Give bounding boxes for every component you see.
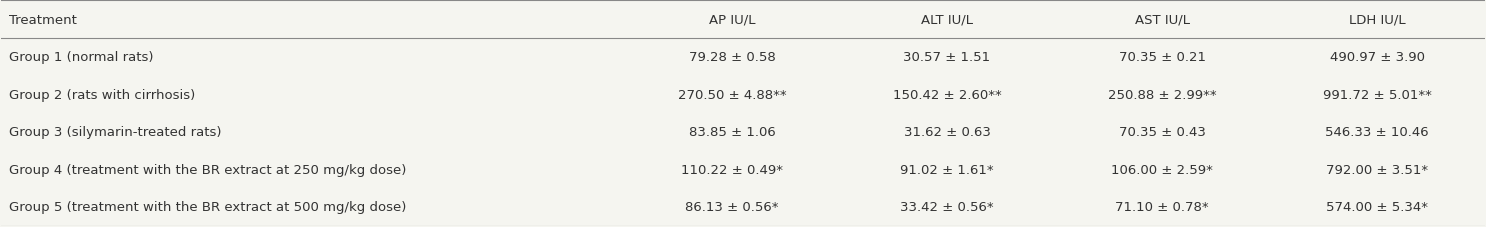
Text: 490.97 ± 3.90: 490.97 ± 3.90 bbox=[1330, 51, 1425, 64]
Text: Treatment: Treatment bbox=[9, 14, 77, 27]
Text: 70.35 ± 0.43: 70.35 ± 0.43 bbox=[1119, 126, 1205, 139]
Text: 250.88 ± 2.99**: 250.88 ± 2.99** bbox=[1107, 88, 1217, 101]
Text: 270.50 ± 4.88**: 270.50 ± 4.88** bbox=[678, 88, 786, 101]
Text: 991.72 ± 5.01**: 991.72 ± 5.01** bbox=[1323, 88, 1431, 101]
Text: 792.00 ± 3.51*: 792.00 ± 3.51* bbox=[1326, 163, 1428, 176]
Text: Group 3 (silymarin-treated rats): Group 3 (silymarin-treated rats) bbox=[9, 126, 221, 139]
Text: 79.28 ± 0.58: 79.28 ± 0.58 bbox=[688, 51, 776, 64]
Text: 91.02 ± 1.61*: 91.02 ± 1.61* bbox=[901, 163, 994, 176]
Text: 106.00 ± 2.59*: 106.00 ± 2.59* bbox=[1112, 163, 1213, 176]
Text: AP IU/L: AP IU/L bbox=[709, 14, 755, 27]
Text: AST IU/L: AST IU/L bbox=[1134, 14, 1189, 27]
Text: Group 5 (treatment with the BR extract at 500 mg/kg dose): Group 5 (treatment with the BR extract a… bbox=[9, 200, 406, 213]
Text: Group 1 (normal rats): Group 1 (normal rats) bbox=[9, 51, 153, 64]
Text: 86.13 ± 0.56*: 86.13 ± 0.56* bbox=[685, 200, 779, 213]
Text: 110.22 ± 0.49*: 110.22 ± 0.49* bbox=[681, 163, 783, 176]
Text: Group 2 (rats with cirrhosis): Group 2 (rats with cirrhosis) bbox=[9, 88, 195, 101]
Text: 70.35 ± 0.21: 70.35 ± 0.21 bbox=[1119, 51, 1205, 64]
Text: 83.85 ± 1.06: 83.85 ± 1.06 bbox=[688, 126, 776, 139]
Text: 574.00 ± 5.34*: 574.00 ± 5.34* bbox=[1326, 200, 1428, 213]
Text: 30.57 ± 1.51: 30.57 ± 1.51 bbox=[903, 51, 991, 64]
Text: 546.33 ± 10.46: 546.33 ± 10.46 bbox=[1326, 126, 1430, 139]
Text: Group 4 (treatment with the BR extract at 250 mg/kg dose): Group 4 (treatment with the BR extract a… bbox=[9, 163, 406, 176]
Text: 33.42 ± 0.56*: 33.42 ± 0.56* bbox=[901, 200, 994, 213]
Text: 31.62 ± 0.63: 31.62 ± 0.63 bbox=[903, 126, 990, 139]
Text: LDH IU/L: LDH IU/L bbox=[1349, 14, 1406, 27]
Text: ALT IU/L: ALT IU/L bbox=[921, 14, 973, 27]
Text: 71.10 ± 0.78*: 71.10 ± 0.78* bbox=[1114, 200, 1208, 213]
Text: 150.42 ± 2.60**: 150.42 ± 2.60** bbox=[893, 88, 1002, 101]
